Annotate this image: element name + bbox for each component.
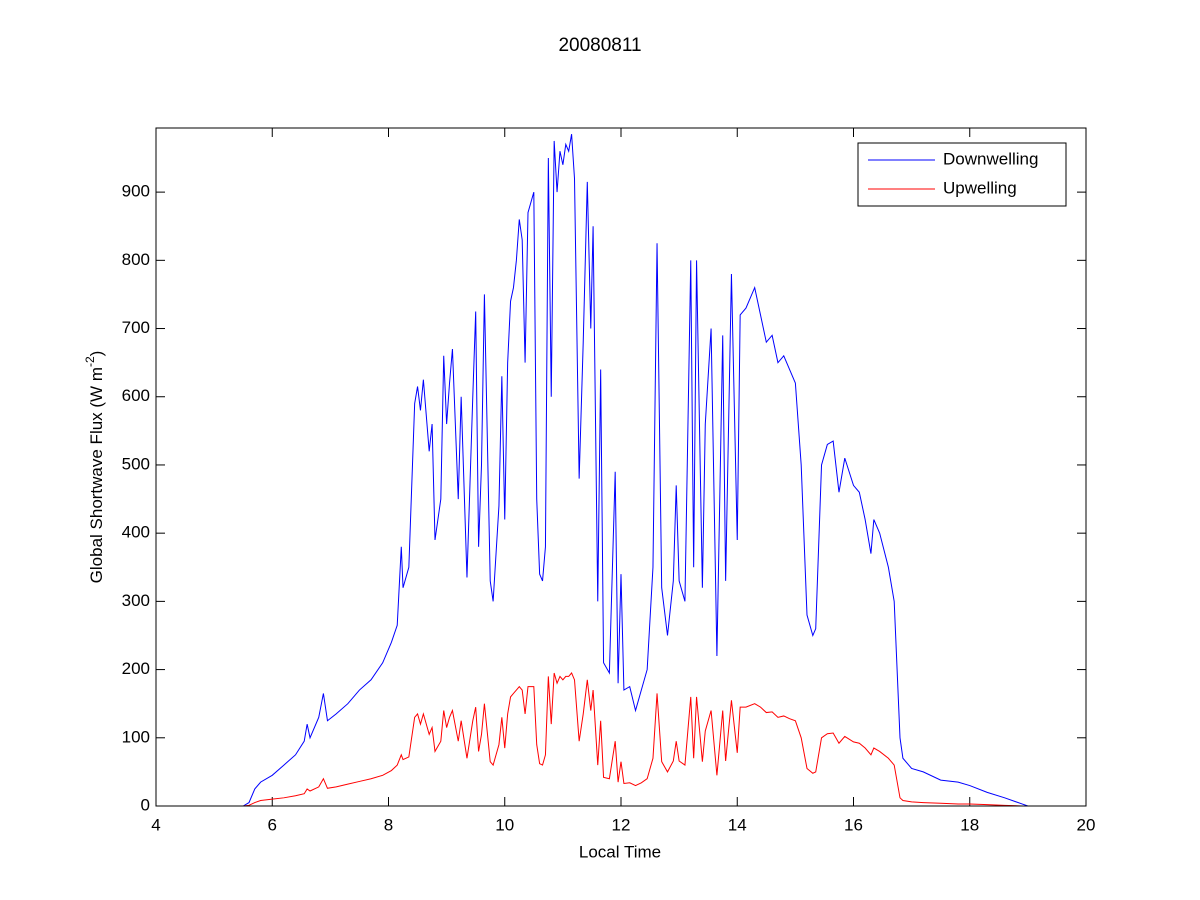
- x-tick-label: 6: [268, 815, 277, 834]
- legend-label: Downwelling: [943, 149, 1038, 168]
- y-tick-label: 100: [122, 727, 150, 746]
- y-tick-label: 800: [122, 250, 150, 269]
- y-axis-label: Global Shortwave Flux (W m-2): [83, 351, 106, 584]
- x-tick-label: 20: [1077, 815, 1096, 834]
- legend-label: Upwelling: [943, 178, 1017, 197]
- legend-box: [857, 142, 1067, 207]
- y-tick-label: 300: [122, 591, 150, 610]
- y-label-sup: -2: [83, 356, 97, 367]
- y-tick-label: 0: [141, 795, 150, 814]
- x-tick-label: 4: [151, 815, 160, 834]
- legend: Downwelling Upwelling: [857, 142, 1067, 207]
- x-tick-label: 14: [728, 815, 747, 834]
- y-tick-label: 400: [122, 523, 150, 542]
- y-tick-label: 700: [122, 318, 150, 337]
- series-line: [242, 134, 1086, 807]
- y-tick-label: 900: [122, 182, 150, 201]
- x-tick-label: 16: [844, 815, 863, 834]
- x-axis-label: Local Time: [579, 842, 661, 861]
- x-tick-label: 18: [960, 815, 979, 834]
- y-label-text: Global Shortwave Flux (W m: [87, 367, 106, 583]
- y-tick-label: 200: [122, 659, 150, 678]
- axes-box: [155, 127, 1087, 807]
- x-tick-label: 8: [384, 815, 393, 834]
- y-label-suffix: ): [87, 351, 106, 357]
- y-tick-label: 500: [122, 454, 150, 473]
- x-tick-label: 12: [612, 815, 631, 834]
- x-tick-label: 10: [495, 815, 514, 834]
- chart-title: 20080811: [558, 35, 641, 56]
- series-line: [243, 672, 1086, 807]
- y-tick-label: 600: [122, 386, 150, 405]
